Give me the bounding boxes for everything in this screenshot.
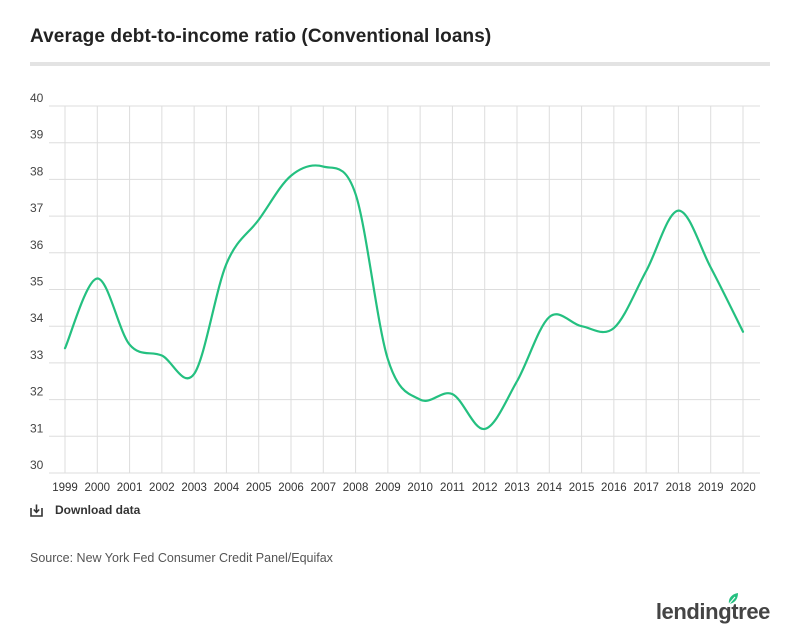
x-tick-label: 2019 bbox=[698, 482, 724, 494]
x-tick-label: 2017 bbox=[633, 482, 659, 494]
y-tick-label: 38 bbox=[30, 164, 44, 178]
x-tick-label: 2010 bbox=[407, 482, 433, 494]
line-chart: 30 31 32 33 34 35 36 37 38 39 40 1999 2000 2001 2002 2… bbox=[30, 91, 760, 494]
y-tick-label: 35 bbox=[30, 275, 44, 289]
x-tick-label: 2008 bbox=[343, 482, 369, 494]
x-tick-label: 2003 bbox=[181, 482, 207, 494]
y-axis-ticks: 30 31 32 33 34 35 36 37 38 39 40 bbox=[30, 91, 44, 472]
data-point[interactable] bbox=[350, 188, 362, 200]
y-tick-label: 32 bbox=[30, 385, 44, 399]
data-point[interactable] bbox=[124, 339, 136, 351]
x-tick-label: 2001 bbox=[117, 482, 143, 494]
x-tick-label: 2018 bbox=[666, 482, 692, 494]
lendingtree-logo[interactable]: lendingtree bbox=[656, 592, 770, 625]
data-point[interactable] bbox=[608, 322, 620, 334]
x-tick-label: 2013 bbox=[504, 482, 530, 494]
leaf-icon bbox=[728, 593, 738, 605]
data-point[interactable] bbox=[511, 375, 523, 387]
x-tick-label: 2015 bbox=[569, 482, 595, 494]
x-tick-label: 2014 bbox=[536, 482, 562, 494]
x-tick-label: 2004 bbox=[214, 482, 240, 494]
download-data-label: Download data bbox=[55, 503, 141, 517]
y-tick-label: 36 bbox=[30, 238, 44, 252]
download-data-button[interactable]: Download data bbox=[30, 503, 140, 517]
x-tick-label: 2012 bbox=[472, 482, 498, 494]
series-line bbox=[63, 164, 745, 431]
y-tick-label: 37 bbox=[30, 201, 44, 215]
x-tick-label: 2006 bbox=[278, 482, 304, 494]
data-point[interactable] bbox=[317, 161, 329, 173]
x-tick-label: 2005 bbox=[246, 482, 272, 494]
data-point[interactable] bbox=[479, 423, 491, 435]
source-note: Source: New York Fed Consumer Credit Pan… bbox=[30, 551, 333, 565]
data-point[interactable] bbox=[705, 261, 717, 273]
data-point[interactable] bbox=[414, 394, 426, 406]
data-point[interactable] bbox=[543, 311, 555, 323]
y-tick-label: 34 bbox=[30, 311, 44, 325]
y-tick-label: 31 bbox=[30, 421, 44, 435]
chart-title: Average debt-to-income ratio (Convention… bbox=[30, 26, 492, 47]
x-tick-label: 2016 bbox=[601, 482, 627, 494]
data-point[interactable] bbox=[382, 353, 394, 365]
title-divider bbox=[30, 62, 770, 66]
grid-lines bbox=[49, 105, 760, 474]
data-point[interactable] bbox=[188, 368, 200, 380]
x-axis-ticks: 1999 2000 2001 2002 2003 2004 2005 2006 2007 2008… bbox=[52, 482, 756, 494]
data-point[interactable] bbox=[220, 258, 232, 270]
y-tick-label: 30 bbox=[30, 458, 44, 472]
data-point[interactable] bbox=[737, 326, 749, 338]
download-icon bbox=[30, 504, 43, 517]
x-tick-label: 2000 bbox=[84, 482, 110, 494]
x-tick-label: 2009 bbox=[375, 482, 401, 494]
data-point[interactable] bbox=[59, 342, 71, 354]
data-point[interactable] bbox=[446, 388, 458, 400]
data-point[interactable] bbox=[91, 272, 103, 284]
x-tick-label: 2020 bbox=[730, 482, 756, 494]
x-tick-label: 2007 bbox=[310, 482, 336, 494]
x-tick-label: 1999 bbox=[52, 482, 78, 494]
x-tick-label: 2011 bbox=[440, 482, 465, 494]
data-point[interactable] bbox=[253, 214, 265, 226]
logo-text: lendingtree bbox=[655, 599, 771, 624]
y-tick-label: 33 bbox=[30, 348, 44, 362]
x-tick-label: 2002 bbox=[149, 482, 175, 494]
data-point[interactable] bbox=[576, 320, 588, 332]
data-point[interactable] bbox=[672, 205, 684, 217]
y-tick-label: 39 bbox=[30, 128, 44, 142]
data-point[interactable] bbox=[156, 350, 168, 362]
series-layer bbox=[59, 161, 749, 435]
data-point[interactable] bbox=[285, 170, 297, 182]
y-tick-label: 40 bbox=[30, 91, 44, 105]
data-point[interactable] bbox=[640, 265, 652, 277]
